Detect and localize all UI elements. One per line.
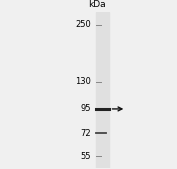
Text: 130: 130 (75, 77, 91, 86)
Text: 95: 95 (81, 104, 91, 113)
Text: 72: 72 (81, 129, 91, 138)
Bar (96, 12, 109, 168)
Text: 55: 55 (81, 152, 91, 161)
Text: kDa: kDa (88, 0, 106, 9)
Text: 250: 250 (75, 20, 91, 29)
